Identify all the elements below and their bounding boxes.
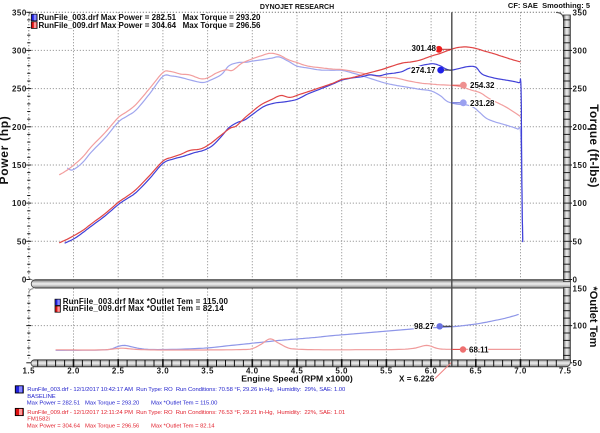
svg-text:50: 50 bbox=[573, 359, 583, 368]
svg-text:RunFile_009.drf Max *Outlet Te: RunFile_009.drf Max *Outlet Tem = 82.14 bbox=[63, 304, 225, 313]
svg-text:100: 100 bbox=[573, 322, 588, 331]
svg-text:1.5: 1.5 bbox=[22, 367, 35, 376]
svg-text:150: 150 bbox=[573, 161, 588, 170]
svg-text:RunFile_003.drf - 12/1/2017 10: RunFile_003.drf - 12/1/2017 10:42:17 AM … bbox=[27, 387, 346, 393]
svg-text:100: 100 bbox=[12, 199, 27, 208]
svg-text:98.27: 98.27 bbox=[414, 322, 435, 331]
svg-text:254.32: 254.32 bbox=[470, 81, 495, 90]
svg-text:FM1582i: FM1582i bbox=[27, 417, 50, 423]
svg-text:2.5: 2.5 bbox=[112, 367, 125, 376]
svg-text:RunFile_003.drf Max Power = 28: RunFile_003.drf Max Power = 282.51 bbox=[39, 13, 177, 22]
svg-text:4.0: 4.0 bbox=[246, 367, 259, 376]
svg-text:RunFile_009.drf Max Power = 30: RunFile_009.drf Max Power = 304.64 bbox=[39, 21, 177, 30]
svg-text:RunFile_009.drf - 12/1/2017 12: RunFile_009.drf - 12/1/2017 12:11:24 PM … bbox=[27, 410, 345, 416]
svg-text:200: 200 bbox=[12, 123, 27, 132]
svg-text:2.0: 2.0 bbox=[67, 367, 80, 376]
svg-text:250: 250 bbox=[12, 85, 27, 94]
svg-text:Max Torque = 296.56: Max Torque = 296.56 bbox=[183, 21, 261, 30]
svg-text:150: 150 bbox=[12, 161, 27, 170]
svg-text:250: 250 bbox=[573, 85, 588, 94]
svg-text:Torque (ft-lbs): Torque (ft-lbs) bbox=[587, 104, 600, 187]
svg-text:Engine Speed (RPM x1000): Engine Speed (RPM x1000) bbox=[241, 374, 353, 384]
svg-text:X = 6.226: X = 6.226 bbox=[399, 375, 435, 384]
svg-text:6.0: 6.0 bbox=[425, 367, 438, 376]
svg-text:6.5: 6.5 bbox=[469, 367, 482, 376]
svg-text:350: 350 bbox=[12, 8, 27, 17]
svg-text:350: 350 bbox=[573, 8, 588, 17]
svg-text:274.17: 274.17 bbox=[411, 66, 436, 75]
svg-text:7.0: 7.0 bbox=[514, 367, 527, 376]
svg-text:0: 0 bbox=[22, 276, 27, 285]
svg-text:*Outlet Tem: *Outlet Tem bbox=[587, 287, 599, 348]
svg-text:50: 50 bbox=[17, 237, 27, 246]
svg-text:5.0: 5.0 bbox=[335, 367, 348, 376]
svg-text:300: 300 bbox=[12, 46, 27, 55]
svg-text:Max Torque = 293.20: Max Torque = 293.20 bbox=[183, 13, 261, 22]
svg-text:150: 150 bbox=[573, 284, 588, 293]
svg-text:68.11: 68.11 bbox=[469, 345, 489, 354]
svg-text:BASELINE: BASELINE bbox=[27, 394, 55, 400]
svg-text:3.5: 3.5 bbox=[201, 367, 214, 376]
svg-text:50: 50 bbox=[573, 237, 583, 246]
svg-text:100: 100 bbox=[573, 199, 588, 208]
svg-text:Power (hp): Power (hp) bbox=[0, 116, 11, 185]
svg-text:300: 300 bbox=[573, 46, 588, 55]
svg-text:231.28: 231.28 bbox=[470, 99, 495, 108]
svg-text:RunFile_003.drf Max *Outlet Te: RunFile_003.drf Max *Outlet Tem = 115.00 bbox=[63, 297, 229, 306]
svg-text:5.5: 5.5 bbox=[380, 367, 393, 376]
svg-text:CF: SAE Smoothing: 5: CF: SAE Smoothing: 5 bbox=[508, 1, 590, 10]
svg-text:7.5: 7.5 bbox=[559, 367, 572, 376]
svg-text:301.48: 301.48 bbox=[412, 44, 437, 53]
svg-text:3.0: 3.0 bbox=[157, 367, 170, 376]
svg-text:0: 0 bbox=[573, 276, 578, 285]
svg-text:DYNOJET RESEARCH: DYNOJET RESEARCH bbox=[260, 4, 334, 11]
svg-text:200: 200 bbox=[573, 123, 588, 132]
svg-text:4.5: 4.5 bbox=[291, 367, 304, 376]
